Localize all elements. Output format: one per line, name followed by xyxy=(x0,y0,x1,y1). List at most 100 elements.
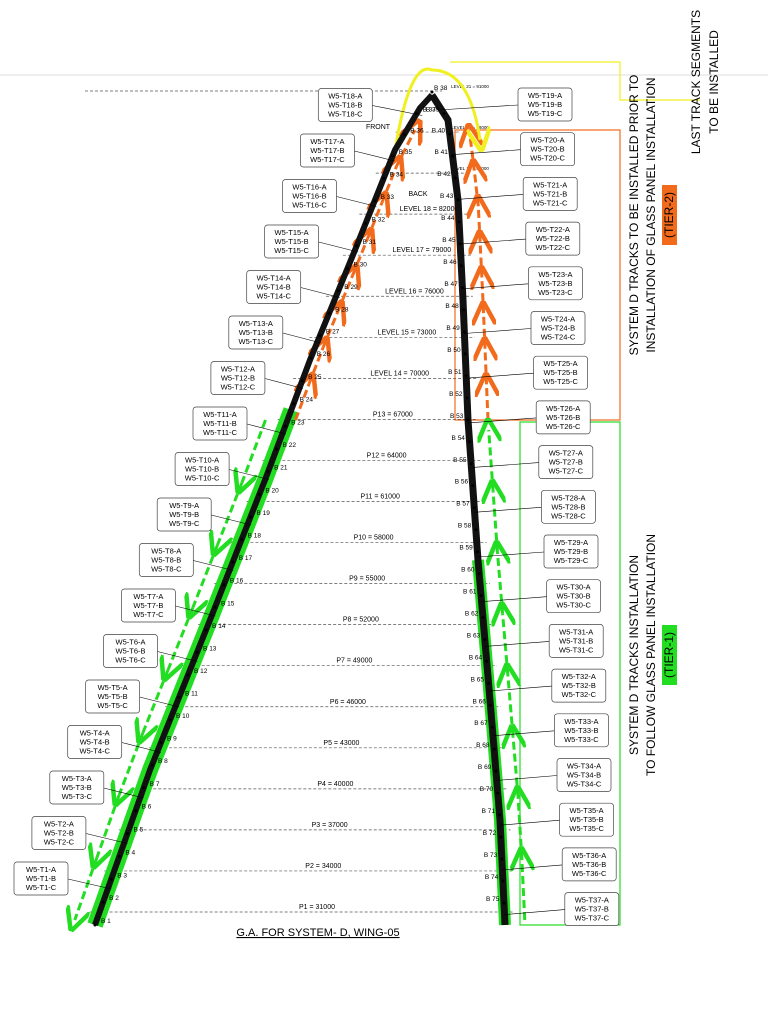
track-label: W5-T14-A xyxy=(257,274,291,283)
beam-label: B 17 xyxy=(239,555,253,562)
track-label: W5-T36-B xyxy=(572,860,606,869)
track-label-box xyxy=(525,221,581,256)
track-label: W5-T20-B xyxy=(531,145,565,154)
level-label: P12 = 64000 xyxy=(367,452,407,459)
beam-node xyxy=(117,854,121,858)
install-arrow xyxy=(97,794,121,858)
track-label: W5-T17-A xyxy=(310,137,344,146)
beam-label: B 45 xyxy=(442,237,456,244)
track-label: W5-T25-C xyxy=(543,377,578,386)
track-label: W5-T34-C xyxy=(567,780,602,789)
beam-node xyxy=(485,659,489,663)
install-arrow xyxy=(119,731,145,796)
install-arrow xyxy=(508,675,513,737)
track-label-box xyxy=(535,400,591,435)
track-label: W5-T18-B xyxy=(328,101,362,110)
track-label-box xyxy=(520,132,575,167)
install-arrow xyxy=(366,203,383,240)
beam-label: B 47 xyxy=(444,281,458,288)
track-label: W5-T14-C xyxy=(256,292,291,301)
beam-label: B 44 xyxy=(441,215,455,222)
tier1-line: SYSTEM D TRACKS INSTALLATION xyxy=(627,555,641,755)
beam-node xyxy=(448,132,452,136)
install-arrow xyxy=(309,348,323,385)
install-arrow xyxy=(497,553,502,614)
tier1-tag-bg xyxy=(662,625,677,685)
install-arrow xyxy=(518,798,522,859)
beam-node xyxy=(101,900,105,904)
beam-node xyxy=(490,725,494,729)
level-label: P6 = 46000 xyxy=(330,699,366,706)
beam-node xyxy=(109,877,113,881)
beam-label: B 68 xyxy=(476,742,490,749)
beam-label: B 12 xyxy=(194,668,208,675)
leader-line xyxy=(372,105,423,116)
beam-label: B 33 xyxy=(381,194,395,201)
beam-node xyxy=(373,199,377,203)
track-label-box xyxy=(533,355,588,390)
beam-label: B 74 xyxy=(485,874,499,881)
beam-label: B 14 xyxy=(212,623,226,630)
beam-node xyxy=(150,763,154,767)
beam-node xyxy=(457,220,461,224)
beam-label: B 5 xyxy=(133,827,143,834)
track-label: W5-T29-B xyxy=(554,547,588,556)
track-label: W5-T23-A xyxy=(538,270,572,279)
beam-label: B 62 xyxy=(465,610,479,617)
level-label: P1 = 31000 xyxy=(299,904,335,911)
install-arrow xyxy=(493,491,497,553)
track-label-box xyxy=(564,892,620,926)
beam-label: B 67 xyxy=(474,720,488,727)
track-label: W5-T32-C xyxy=(562,690,597,699)
tier1-tag: (TIER-1) xyxy=(662,632,676,678)
track-label-box xyxy=(561,847,617,882)
leader-line xyxy=(193,560,234,571)
beam-node xyxy=(502,901,506,905)
track-label: W5-T7-A xyxy=(133,592,163,601)
track-label-box xyxy=(546,579,601,614)
leader-line xyxy=(451,149,521,155)
beam-node xyxy=(231,560,235,564)
track-label: W5-T33-B xyxy=(564,726,598,735)
beam-node xyxy=(257,492,261,496)
beam-label: B 75 xyxy=(486,896,500,903)
leader-line xyxy=(264,378,304,389)
beam-node xyxy=(487,681,491,685)
beam-label: B 61 xyxy=(463,589,477,596)
track-label: W5-T9-B xyxy=(169,510,199,519)
track-label: W5-T10-B xyxy=(185,465,219,474)
beam-label: B 24 xyxy=(300,397,314,404)
leader-line xyxy=(477,551,545,558)
track-label: W5-T34-A xyxy=(567,762,601,771)
beam-node xyxy=(248,515,252,519)
track-label: W5-T21-A xyxy=(533,180,567,189)
beam-label: B 42 xyxy=(437,171,451,178)
track-label: W5-T17-B xyxy=(310,146,344,155)
level-label: LEVEL 15 = 73000 xyxy=(378,329,437,336)
beam-label: B 28 xyxy=(335,306,349,313)
beam-node xyxy=(266,470,270,474)
track-label: W5-T20-C xyxy=(530,154,565,163)
yellow-arc xyxy=(393,67,480,150)
track-label: W5-T32-A xyxy=(562,672,596,681)
beam-node xyxy=(300,379,304,383)
install-arrow xyxy=(395,130,415,167)
install-arrow xyxy=(489,430,493,492)
track-label: W5-T11-B xyxy=(203,419,237,428)
track-label: W5-T8-C xyxy=(151,565,182,574)
beam-label: B 11 xyxy=(185,690,198,697)
beam-node xyxy=(465,396,469,400)
level-label: LEVEL 20 = 88000 xyxy=(451,125,489,130)
track-label-box xyxy=(174,452,230,486)
leader-line xyxy=(246,423,287,435)
leader-line xyxy=(300,287,340,298)
track-label: W5-T13-C xyxy=(239,337,274,346)
beam-node xyxy=(475,550,479,554)
level-label: P13 = 67000 xyxy=(373,411,413,418)
install-arrow xyxy=(242,419,267,483)
track-label: W5-T12-B xyxy=(221,374,255,383)
beam-node xyxy=(318,334,322,338)
track-label: W5-T13-B xyxy=(239,328,273,337)
beam-node xyxy=(186,673,190,677)
beam-label: B 69 xyxy=(478,764,492,771)
